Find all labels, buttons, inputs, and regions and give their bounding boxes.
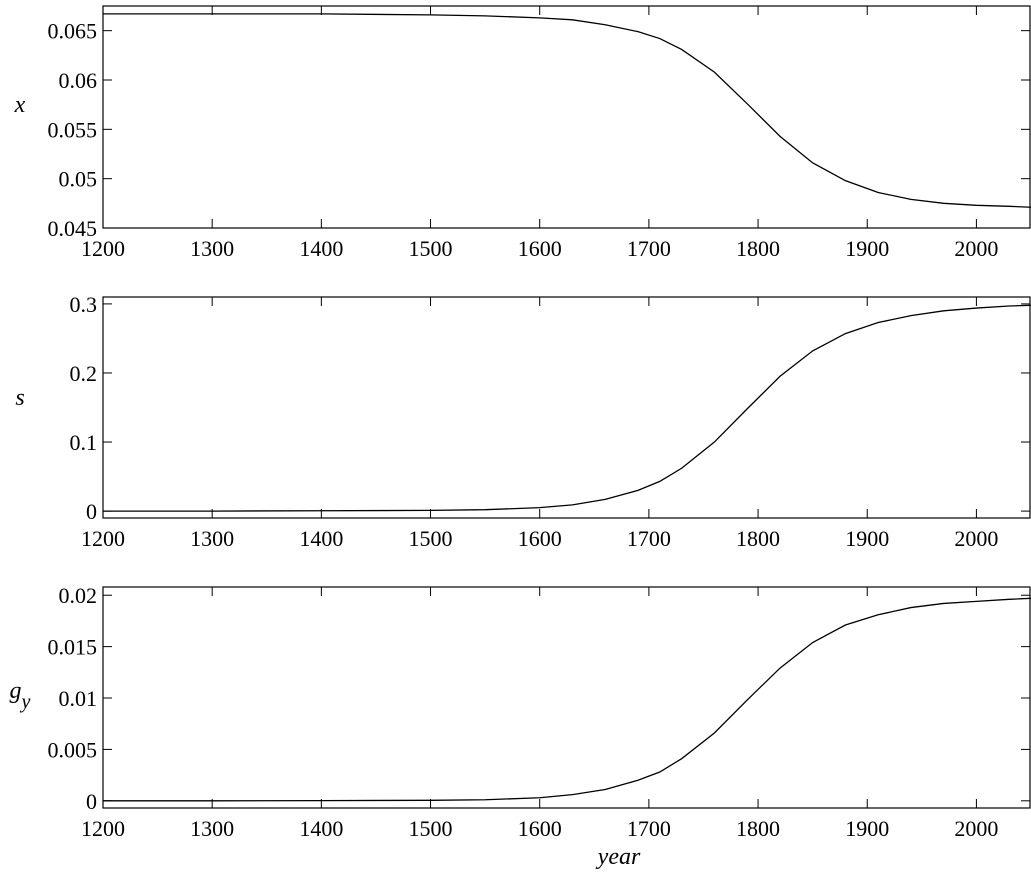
x-axis-label: year bbox=[596, 844, 641, 870]
x-tick-label: 1300 bbox=[190, 236, 234, 261]
y-tick-label: 0.005 bbox=[48, 737, 98, 762]
panel-x: 1200 1300 1400 1500 1600 1700 1800 1900 2000 0.04… bbox=[14, 5, 1031, 261]
x-tick-label: 1500 bbox=[409, 816, 453, 841]
plot-frame bbox=[102, 5, 1031, 229]
y-tick-label: 0.045 bbox=[48, 216, 98, 241]
y-tick-label: 0.06 bbox=[59, 68, 98, 93]
x-tick-label: 1200 bbox=[81, 526, 125, 551]
x-tick-label: 1400 bbox=[299, 236, 343, 261]
y-tick-label: 0.01 bbox=[59, 686, 98, 711]
x-tick-label: 1700 bbox=[627, 526, 671, 551]
y-tick-label: 0.1 bbox=[70, 430, 98, 455]
y-tick-label: 0 bbox=[86, 789, 97, 814]
x-tick-label: 1600 bbox=[518, 526, 562, 551]
y-tick-label: 0.015 bbox=[48, 635, 98, 660]
y-tick-label: 0.065 bbox=[48, 19, 98, 44]
x-tick-label: 1700 bbox=[627, 816, 671, 841]
y-tick-label: 0.05 bbox=[59, 167, 98, 192]
x-tick-label: 1800 bbox=[736, 816, 780, 841]
x-tick-label: 1500 bbox=[409, 236, 453, 261]
x-tick-label: 1400 bbox=[299, 816, 343, 841]
x-tick-label: 1400 bbox=[299, 526, 343, 551]
y-axis-label: s bbox=[15, 385, 24, 411]
x-tick-label: 1500 bbox=[409, 526, 453, 551]
x-tick-label: 2000 bbox=[954, 526, 998, 551]
panel-gy: 1200 1300 1400 1500 1600 1700 1800 1900 2000 0 0.0… bbox=[10, 583, 1031, 870]
x-tick-label: 2000 bbox=[954, 816, 998, 841]
x-tick-label: 1200 bbox=[81, 236, 125, 261]
x-tick-label: 1900 bbox=[845, 816, 889, 841]
series-line bbox=[103, 304, 1031, 512]
series-line bbox=[103, 597, 1031, 802]
x-tick-label: 1200 bbox=[81, 816, 125, 841]
x-tick-label: 1800 bbox=[736, 236, 780, 261]
plot-frame bbox=[102, 586, 1031, 809]
x-tick-label: 1900 bbox=[845, 236, 889, 261]
x-tick-label: 1300 bbox=[190, 526, 234, 551]
y-tick-label: 0.2 bbox=[70, 361, 98, 386]
y-tick-label: 0.02 bbox=[59, 583, 98, 608]
x-tick-label: 1600 bbox=[518, 816, 562, 841]
y-axis-label: gy bbox=[10, 678, 31, 713]
series-line bbox=[103, 13, 1031, 208]
x-tick-label: 1300 bbox=[190, 816, 234, 841]
x-tick-label: 1900 bbox=[845, 526, 889, 551]
y-tick-label: 0.055 bbox=[48, 117, 98, 142]
y-axis-label: x bbox=[14, 92, 26, 118]
y-tick-label: 0.3 bbox=[70, 292, 98, 317]
x-tick-label: 1600 bbox=[518, 236, 562, 261]
x-tick-label: 1800 bbox=[736, 526, 780, 551]
x-tick-label: 2000 bbox=[954, 236, 998, 261]
x-tick-label: 1700 bbox=[627, 236, 671, 261]
y-tick-label: 0 bbox=[86, 499, 97, 524]
panel-s: 1200 1300 1400 1500 1600 1700 1800 1900 2000 0 0.1… bbox=[15, 292, 1031, 551]
plot-frame bbox=[102, 296, 1031, 519]
